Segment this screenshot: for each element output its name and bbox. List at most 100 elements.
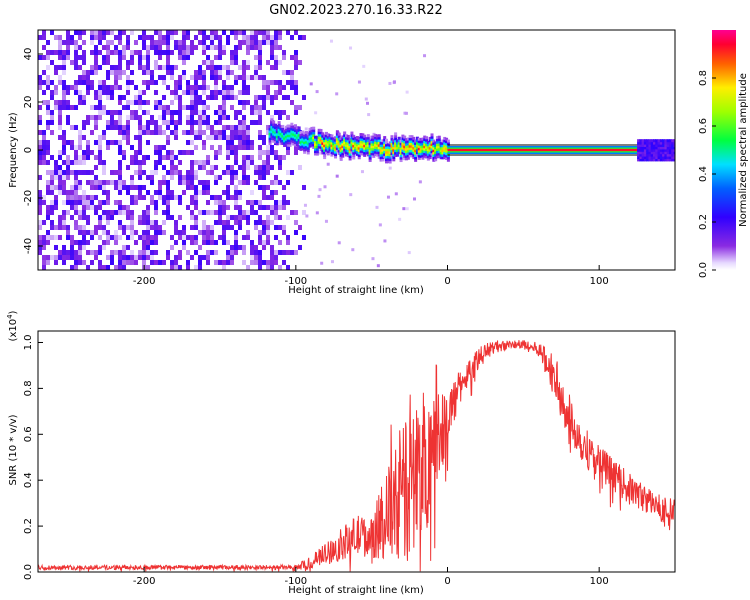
heatmap-cell: [357, 149, 361, 153]
heatmap-cell: [270, 118, 274, 122]
heatmap-cell: [443, 151, 447, 155]
heatmap-cell: [294, 145, 298, 150]
heatmap-cell: [299, 131, 303, 135]
heatmap-cell: [418, 180, 422, 184]
heatmap-cell: [446, 156, 450, 160]
heatmap-cell: [150, 250, 154, 255]
heatmap-cell: [323, 151, 327, 155]
heatmap-cell: [303, 143, 307, 147]
heatmap-cell: [341, 147, 345, 151]
heatmap-cell: [290, 75, 294, 80]
heatmap-cell: [258, 75, 262, 80]
heatmap-cell: [174, 265, 178, 270]
heatmap-cell: [359, 137, 363, 141]
heatmap-cell: [415, 136, 419, 140]
heatmap-cell: [202, 130, 206, 135]
heatmap-cell: [403, 154, 407, 158]
heatmap-cell: [306, 146, 310, 150]
heatmap-cell: [58, 255, 62, 260]
heatmap-cell: [222, 100, 226, 105]
heatmap-cell: [290, 139, 294, 143]
heatmap-cell: [335, 132, 339, 136]
heatmap-cell: [274, 65, 278, 70]
heatmap-cell: [254, 30, 258, 35]
heatmap-cell: [246, 155, 250, 160]
heatmap-cell: [154, 40, 158, 45]
heatmap-cell: [326, 152, 330, 156]
heatmap-cell: [417, 147, 421, 151]
heatmap-cell: [399, 147, 403, 151]
heatmap-cell: [118, 125, 122, 130]
heatmap-cell: [90, 230, 94, 235]
heatmap-cell: [274, 55, 278, 60]
heatmap-cell: [294, 133, 298, 137]
heatmap-cell: [238, 40, 242, 45]
heatmap-cell: [386, 152, 390, 156]
heatmap-cell: [50, 115, 54, 120]
heatmap-cell: [174, 90, 178, 95]
heatmap-cell: [194, 80, 198, 85]
heatmap-cell: [206, 240, 210, 245]
heatmap-cell: [222, 225, 226, 230]
heatmap-cell: [315, 150, 319, 154]
heatmap-cell: [86, 240, 90, 245]
heatmap-cell: [218, 65, 222, 70]
heatmap-cell: [297, 133, 301, 137]
heatmap-cell: [375, 148, 379, 152]
heatmap-cell: [138, 90, 142, 95]
heatmap-cell: [399, 142, 403, 146]
heatmap-cell: [359, 140, 363, 144]
heatmap-cell: [170, 190, 174, 195]
heatmap-cell: [339, 141, 343, 145]
heatmap-cell: [222, 205, 226, 210]
heatmap-cell: [303, 136, 307, 140]
heatmap-cell: [222, 230, 226, 235]
heatmap-cell: [238, 75, 242, 80]
heatmap-cell: [352, 137, 356, 141]
heatmap-cell: [432, 156, 436, 160]
heatmap-cell: [50, 200, 54, 205]
heatmap-cell: [662, 146, 666, 150]
heatmap-cell: [445, 152, 449, 156]
heatmap-cell: [346, 151, 350, 155]
heatmap-cell: [222, 105, 226, 110]
heatmap-cell: [317, 143, 321, 147]
heatmap-cell: [86, 70, 90, 75]
heatmap-cell: [282, 55, 286, 60]
heatmap-cell: [170, 195, 174, 200]
heatmap-cell: [130, 235, 134, 240]
heatmap-cell: [266, 160, 270, 165]
heatmap-cell: [238, 110, 242, 115]
heatmap-cell: [359, 145, 363, 149]
heatmap-cell: [361, 147, 365, 151]
heatmap-cell: [206, 160, 210, 165]
heatmap-cell: [445, 142, 449, 146]
heatmap-cell: [270, 115, 274, 120]
heatmap-cell: [359, 149, 363, 153]
heatmap-cell: [367, 113, 371, 117]
heatmap-cell: [330, 143, 334, 147]
heatmap-cell: [54, 35, 58, 40]
heatmap-cell: [270, 165, 274, 170]
heatmap-cell: [170, 75, 174, 80]
heatmap-cell: [182, 235, 186, 240]
heatmap-cell: [375, 136, 379, 140]
heatmap-cell: [46, 150, 50, 155]
heatmap-cell: [414, 146, 418, 150]
heatmap-cell: [262, 160, 266, 165]
heatmap-cell: [106, 190, 110, 195]
heatmap-cell: [98, 245, 102, 250]
heatmap-cell: [210, 240, 214, 245]
heatmap-cell: [230, 90, 234, 95]
heatmap-cell: [254, 245, 258, 250]
heatmap-cell: [258, 110, 262, 115]
heatmap-cell: [428, 144, 432, 148]
heatmap-cell: [270, 100, 274, 105]
heatmap-cell: [98, 180, 102, 185]
heatmap-cell: [643, 141, 647, 145]
heatmap-cell: [386, 143, 390, 147]
heatmap-cell: [283, 139, 287, 143]
heatmap-cell: [246, 130, 250, 135]
heatmap-cell: [637, 153, 641, 157]
heatmap-cell: [258, 220, 262, 225]
